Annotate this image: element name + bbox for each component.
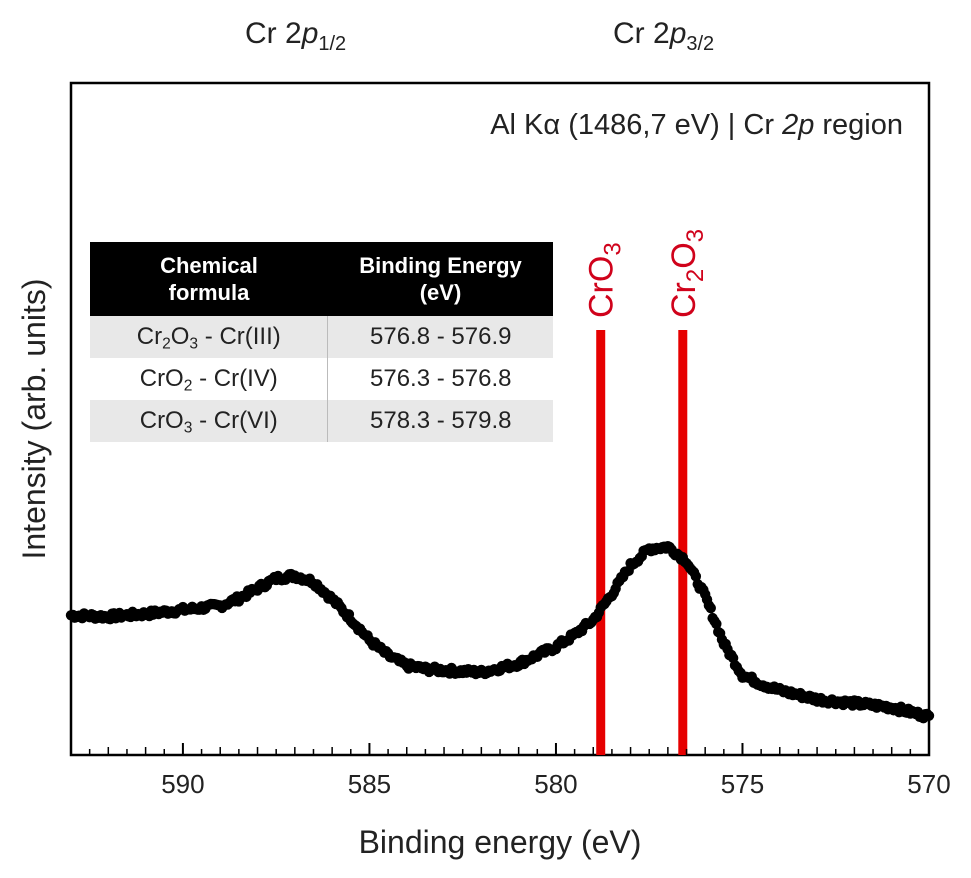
peak-title-2p12-p: p — [301, 17, 319, 50]
x-tick-label: 580 — [534, 769, 577, 799]
peak-title-2p32-p: p — [669, 17, 687, 50]
peak-title-2p32-main: Cr 2 — [613, 17, 670, 50]
table-row: CrO2 - Cr(IV) 576.3 - 576.8 — [90, 358, 553, 400]
x-tick-label: 570 — [907, 769, 950, 799]
header-energy-line2: (eV) — [419, 280, 462, 305]
data-point — [711, 618, 722, 630]
x-tick-label: 590 — [161, 769, 204, 799]
x-tick-label: 575 — [721, 769, 764, 799]
row-energy: 576.8 - 576.9 — [370, 323, 512, 350]
header-energy: Binding Energy (eV) — [328, 242, 553, 316]
table-row: CrO3 - Cr(VI) 578.3 - 579.8 — [90, 400, 553, 442]
peak-title-2p32-sub: 3/2 — [686, 33, 714, 55]
x-axis-ticks: 590 585 580 575 570 — [70, 743, 951, 799]
annotation-part2: 2p — [781, 109, 814, 141]
table-header: Chemical formula Binding Energy (eV) — [90, 242, 553, 316]
x-axis-title: Binding energy (eV) — [359, 824, 642, 860]
binding-energy-table: Chemical formula Binding Energy (eV) Cr2O3… — [90, 242, 553, 442]
table-row: Cr2O3 - Cr(III) 576.8 - 576.9 — [90, 316, 553, 358]
marker-label-cro3-sub: 3 — [600, 242, 627, 255]
row-formula: CrO3 - Cr(VI) — [90, 400, 329, 442]
data-point — [690, 571, 702, 582]
peak-title-2p32: Cr 2p3/2 — [613, 17, 714, 55]
peak-title-2p12-sub: 1/2 — [318, 33, 346, 55]
marker-label-cro3: CrO3 — [583, 242, 627, 318]
marker-label-cro3-main: CrO — [583, 256, 621, 318]
x-tick-label: 585 — [348, 769, 391, 799]
marker-label-cr2o3-b: O — [665, 242, 703, 268]
row-energy: 576.3 - 576.8 — [370, 365, 512, 392]
y-axis-title: Intensity (arb. units) — [16, 279, 52, 560]
annotation-part1: Al Kα (1486,7 eV) | Cr — [490, 109, 782, 141]
row-formula: Cr2O3 - Cr(III) — [90, 316, 329, 358]
marker-label-cr2o3-a: Cr — [665, 282, 703, 318]
data-point — [705, 602, 716, 614]
header-formula-line2: formula — [168, 280, 250, 305]
row-energy: 578.3 - 579.8 — [370, 407, 512, 434]
svg-text:Cr2O3: Cr2O3 — [665, 229, 709, 318]
row-formula: CrO2 - Cr(IV) — [90, 358, 329, 400]
spectrum-series — [65, 540, 935, 724]
peak-title-2p12-main: Cr 2 — [245, 17, 302, 50]
svg-text:CrO3: CrO3 — [583, 242, 627, 318]
header-formula: Chemical formula — [90, 242, 328, 316]
data-point — [923, 710, 935, 721]
header-energy-line1: Binding Energy — [359, 252, 522, 278]
peak-title-2p12: Cr 2p1/2 — [245, 17, 346, 55]
marker-label-cr2o3-s1: 2 — [682, 269, 709, 282]
annotation-part3: region — [814, 109, 903, 141]
source-annotation: Al Kα (1486,7 eV) | Cr 2p region — [490, 109, 903, 141]
marker-label-cr2o3-s2: 3 — [682, 229, 709, 242]
header-formula-line1: Chemical — [160, 252, 258, 278]
marker-label-cr2o3: Cr2O3 — [665, 229, 709, 318]
